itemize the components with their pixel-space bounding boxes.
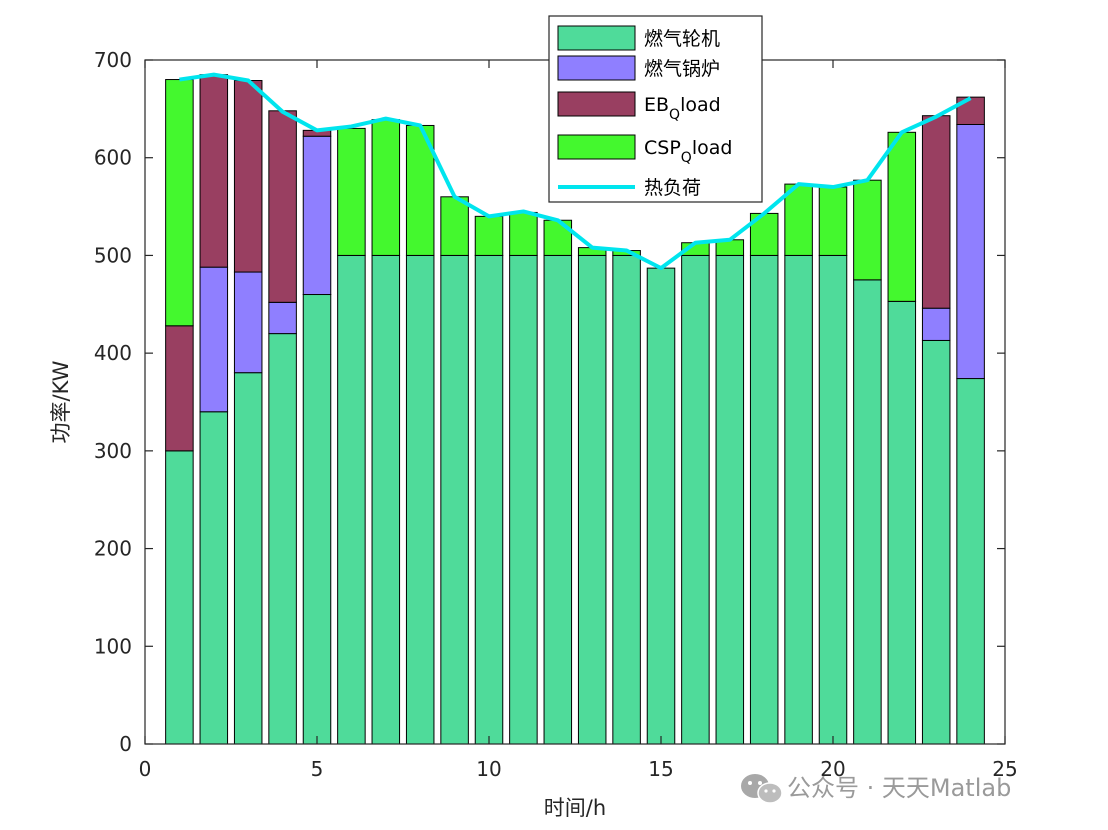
bar-segment (199, 411, 229, 745)
y-tick-label: 0 (119, 732, 132, 756)
bar-segment (681, 254, 710, 745)
legend-label: 热负荷 (644, 177, 701, 199)
bar-segment (268, 301, 297, 335)
bar-segment (474, 215, 504, 256)
legend-label: EBQload (644, 94, 721, 123)
bar-segment (646, 267, 676, 745)
bar-segment (199, 266, 229, 413)
bar-segment (956, 123, 985, 380)
bar-segment (337, 254, 366, 745)
y-tick-label: 100 (94, 634, 132, 658)
y-tick-label: 600 (94, 146, 132, 170)
bar-segment (956, 378, 985, 745)
y-tick-label: 700 (94, 48, 132, 72)
legend-swatch (557, 25, 636, 51)
bar-segment (440, 254, 469, 745)
wechat-icon (741, 774, 783, 804)
heat-load-line (179, 72, 972, 271)
watermark-text: 公众号 · 天天Matlab (787, 774, 1011, 802)
bar-segment (165, 325, 194, 452)
y-tick-label: 400 (94, 341, 132, 365)
bar-segment (577, 254, 607, 745)
line-layer (179, 72, 972, 271)
bar-segment (543, 254, 573, 745)
bar-segment (509, 211, 538, 256)
y-tick-label: 500 (94, 243, 132, 267)
y-tick-label: 200 (94, 537, 132, 561)
bar-segment (337, 127, 366, 256)
legend-label: 燃气锅炉 (644, 58, 720, 80)
bar-segment (233, 271, 263, 374)
bar-segment (302, 135, 332, 296)
bar-segment (887, 131, 917, 302)
x-tick-label: 10 (476, 757, 501, 781)
bar-segment (818, 254, 848, 745)
bar-segment (302, 294, 332, 745)
bar-segment (509, 254, 538, 745)
bar-segment (853, 279, 882, 745)
bar-segment (921, 307, 951, 341)
y-tick-label: 300 (94, 439, 132, 463)
bar-segment (268, 333, 297, 745)
y-axis-label: 功率/KW (49, 360, 73, 443)
bar-segment (371, 254, 401, 745)
x-tick-label: 0 (139, 757, 152, 781)
x-tick-label: 15 (648, 757, 673, 781)
bar-segment (749, 254, 779, 745)
legend-swatch (557, 134, 636, 160)
bar-segment (921, 115, 951, 309)
bar-segment (233, 80, 263, 273)
legend-label: 燃气轮机 (644, 28, 720, 50)
bar-layer (165, 74, 985, 745)
bar-segment (233, 372, 263, 745)
bar-segment (165, 450, 194, 745)
legend-swatch (557, 91, 636, 117)
bar-segment (440, 196, 469, 256)
tick-layer: 0 5 10 15 20 25 0 100 200 300 400 500 600 700 (94, 48, 1018, 781)
bar-segment (405, 254, 435, 745)
x-tick-label: 25 (992, 757, 1017, 781)
x-axis-label: 时间/h (544, 796, 606, 820)
bar-segment (784, 254, 813, 745)
legend-label: CSPQload (644, 137, 732, 166)
bar-segment (921, 339, 951, 745)
bar-segment (818, 186, 848, 256)
x-tick-label: 5 (311, 757, 324, 781)
bar-segment (715, 254, 745, 745)
watermark: 公众号 · 天天Matlab (741, 774, 1011, 804)
x-tick-label: 20 (820, 757, 845, 781)
bar-segment (887, 300, 917, 745)
bar-segment (268, 110, 297, 303)
bar-segment (474, 254, 504, 745)
bar-segment (371, 119, 401, 256)
bar-segment (165, 79, 194, 327)
bar-segment (612, 254, 641, 745)
bar-segment (199, 74, 229, 268)
legend-swatch (557, 55, 636, 81)
bar-segment (853, 179, 882, 281)
